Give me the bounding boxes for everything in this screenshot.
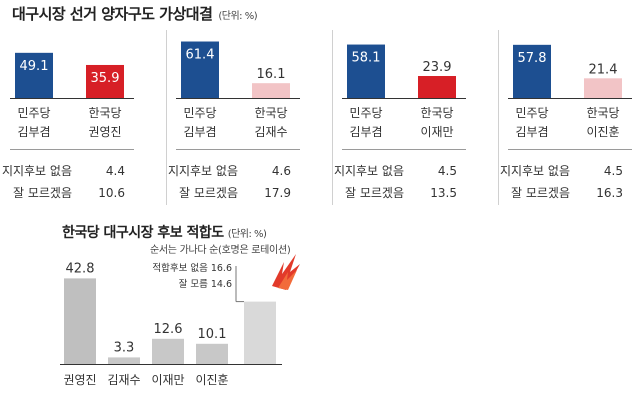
- party-label: 한국당: [254, 106, 287, 120]
- no-support-label: 지지후보 없음: [2, 164, 72, 178]
- chart-title: 대구시장 선거 양자구도 가상대결 (단위: %): [12, 3, 258, 24]
- value-label: 58.1: [352, 51, 381, 66]
- party-logo-icon: [272, 254, 300, 290]
- matchup-bar: [252, 83, 290, 98]
- suitability-category: 김재수: [107, 373, 140, 387]
- dont-know-label: 잘 모르겠음: [345, 186, 404, 200]
- no-support-label: 지지후보 없음: [334, 164, 404, 178]
- suitability-value: 12.6: [154, 322, 183, 337]
- dont-know-label: 잘 모르겠음: [13, 186, 72, 200]
- no-support-value: 4.5: [438, 164, 457, 178]
- no-support-label: 지지후보 없음: [168, 164, 238, 178]
- matchup-bar: [347, 44, 385, 98]
- candidate-label: 김부겸: [183, 125, 216, 139]
- candidate-label: 김부겸: [17, 125, 50, 139]
- dont-know-value: 16.3: [596, 186, 623, 200]
- suitability-value: 42.8: [66, 261, 95, 276]
- suitability-category: 이진훈: [195, 373, 228, 387]
- suitability-bar: [196, 343, 228, 364]
- suitability-extra-bar: [244, 301, 276, 364]
- party-label: 민주당: [349, 106, 382, 120]
- candidate-label: 김부겸: [515, 125, 548, 139]
- suitability-bar: [108, 357, 140, 364]
- candidate-label: 김재수: [254, 125, 287, 139]
- suitability-value: 3.3: [114, 340, 135, 355]
- value-label: 61.4: [186, 48, 215, 63]
- suitability-category: 권영진: [63, 373, 96, 387]
- suitability-title-text: 한국당 대구시장 후보 적합도: [62, 225, 224, 241]
- matchup-bar: [181, 41, 219, 98]
- value-label: 35.9: [91, 71, 120, 86]
- party-logo-flame: [278, 270, 297, 290]
- matchup-bar: [584, 78, 622, 98]
- value-label: 21.4: [589, 62, 618, 77]
- suitability-note: 순서는 가나다 순(호명은 로테이션): [150, 245, 291, 256]
- matchup-bar: [15, 52, 53, 98]
- party-label: 민주당: [183, 106, 216, 120]
- chart-title-text: 대구시장 선거 양자구도 가상대결: [12, 5, 213, 23]
- dont-know-label: 잘 모르겠음: [179, 186, 238, 200]
- dont-know-value: 13.5: [430, 186, 457, 200]
- matchup-bar: [418, 76, 456, 98]
- party-label: 한국당: [586, 106, 619, 120]
- extra-label: 잘 모름 14.6: [179, 278, 232, 290]
- candidate-label: 김부겸: [349, 125, 382, 139]
- chart-title-unit: (단위: %): [218, 11, 258, 22]
- no-support-label: 지지후보 없음: [500, 164, 570, 178]
- value-label: 16.1: [257, 67, 286, 82]
- party-label: 한국당: [88, 106, 121, 120]
- suitability-category: 이재만: [151, 373, 184, 387]
- dont-know-value: 17.9: [264, 186, 291, 200]
- suitability-value: 10.1: [198, 327, 227, 342]
- value-label: 23.9: [423, 60, 452, 75]
- value-label: 57.8: [518, 51, 547, 66]
- suitability-chart-title: 한국당 대구시장 후보 적합도 (단위: %): [62, 222, 267, 242]
- dont-know-label: 잘 모르겠음: [511, 186, 570, 200]
- candidate-label: 권영진: [88, 125, 121, 139]
- dont-know-value: 10.6: [98, 186, 125, 200]
- matchup-bar: [86, 64, 124, 98]
- party-label: 한국당: [420, 106, 453, 120]
- suitability-bar: [64, 278, 96, 364]
- matchup-bar: [513, 44, 551, 98]
- no-support-value: 4.6: [272, 164, 291, 178]
- party-logo-flame: [272, 254, 300, 290]
- party-label: 민주당: [515, 106, 548, 120]
- party-label: 민주당: [17, 106, 50, 120]
- candidate-label: 이재만: [420, 125, 453, 139]
- suitability-bar: [152, 338, 184, 364]
- extra-label: 적합후보 없음 16.6: [152, 262, 232, 274]
- value-label: 49.1: [20, 59, 49, 74]
- candidate-label: 이진훈: [586, 125, 619, 139]
- suitability-title-unit: (단위: %): [227, 229, 267, 240]
- no-support-value: 4.5: [604, 164, 623, 178]
- no-support-value: 4.4: [106, 164, 125, 178]
